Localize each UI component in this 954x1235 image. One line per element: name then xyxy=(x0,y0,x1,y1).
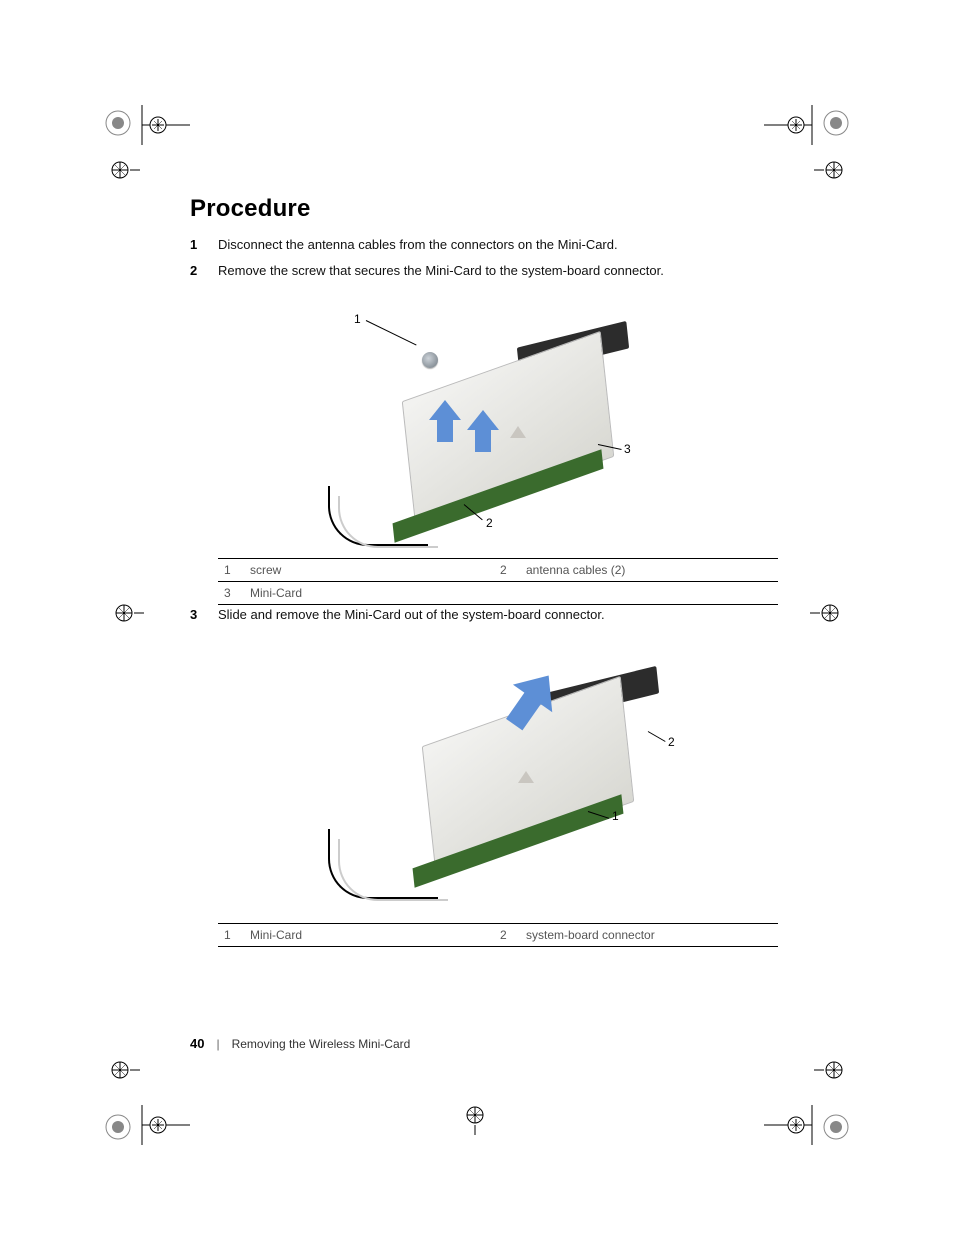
legend-row: 1 screw 2 antenna cables (2) xyxy=(218,559,778,582)
legend-num xyxy=(494,582,520,605)
page: Procedure 1 Disconnect the antenna cable… xyxy=(0,0,954,1235)
antenna-cable-shape xyxy=(338,839,448,901)
content-area: Procedure 1 Disconnect the antenna cable… xyxy=(190,195,780,947)
steps-list: 1 Disconnect the antenna cables from the… xyxy=(190,235,780,280)
step-number: 2 xyxy=(190,261,218,281)
step-number: 1 xyxy=(190,235,218,255)
callout-number: 2 xyxy=(486,516,493,530)
legend-label: system-board connector xyxy=(520,923,778,946)
step-text: Slide and remove the Mini-Card out of th… xyxy=(218,605,780,625)
crop-mark-icon xyxy=(100,155,140,185)
crop-mark-icon xyxy=(764,1085,854,1145)
figure-1: 1 2 3 xyxy=(218,294,780,534)
step-item: 1 Disconnect the antenna cables from the… xyxy=(190,235,780,255)
legend-row: 1 Mini-Card 2 system-board connector xyxy=(218,923,778,946)
step-item: 2 Remove the screw that secures the Mini… xyxy=(190,261,780,281)
leader-line xyxy=(366,320,417,345)
legend-label: antenna cables (2) xyxy=(520,559,778,582)
footer-title: Removing the Wireless Mini-Card xyxy=(232,1037,411,1051)
step-text: Disconnect the antenna cables from the c… xyxy=(218,235,780,255)
legend-label xyxy=(520,582,778,605)
page-footer: 40 | Removing the Wireless Mini-Card xyxy=(190,1036,780,1051)
steps-list: 3 Slide and remove the Mini-Card out of … xyxy=(190,605,780,625)
footer-separator: | xyxy=(216,1037,219,1051)
triangle-icon xyxy=(518,771,534,783)
step-number: 3 xyxy=(190,605,218,625)
legend-label: screw xyxy=(244,559,494,582)
legend-num: 1 xyxy=(218,559,244,582)
procedure-heading: Procedure xyxy=(190,195,780,223)
callout-number: 3 xyxy=(624,442,631,456)
legend-label: Mini-Card xyxy=(244,923,494,946)
step-text: Remove the screw that secures the Mini-C… xyxy=(218,261,780,281)
figure-2-legend: 1 Mini-Card 2 system-board connector xyxy=(218,923,778,947)
legend-num: 1 xyxy=(218,923,244,946)
step-item: 3 Slide and remove the Mini-Card out of … xyxy=(190,605,780,625)
crop-mark-icon xyxy=(814,1055,854,1085)
arrow-up-icon xyxy=(432,404,458,444)
crop-mark-icon xyxy=(100,1085,190,1145)
legend-label: Mini-Card xyxy=(244,582,494,605)
legend-num: 2 xyxy=(494,923,520,946)
page-number: 40 xyxy=(190,1036,204,1051)
triangle-icon xyxy=(510,426,526,438)
figure-2: 1 2 xyxy=(218,639,780,899)
leader-line xyxy=(648,731,666,742)
crop-mark-icon xyxy=(100,1055,140,1085)
arrow-up-icon xyxy=(470,414,496,454)
legend-num: 2 xyxy=(494,559,520,582)
crop-mark-icon xyxy=(810,598,850,628)
screw-shape xyxy=(422,352,438,368)
crop-mark-icon xyxy=(104,598,144,628)
figure-1-legend: 1 screw 2 antenna cables (2) 3 Mini-Card xyxy=(218,558,778,605)
legend-num: 3 xyxy=(218,582,244,605)
callout-number: 2 xyxy=(668,735,675,749)
callout-number: 1 xyxy=(612,809,619,823)
crop-mark-icon xyxy=(814,155,854,185)
legend-row: 3 Mini-Card xyxy=(218,582,778,605)
crop-mark-icon xyxy=(455,1095,495,1135)
callout-number: 1 xyxy=(354,312,361,326)
